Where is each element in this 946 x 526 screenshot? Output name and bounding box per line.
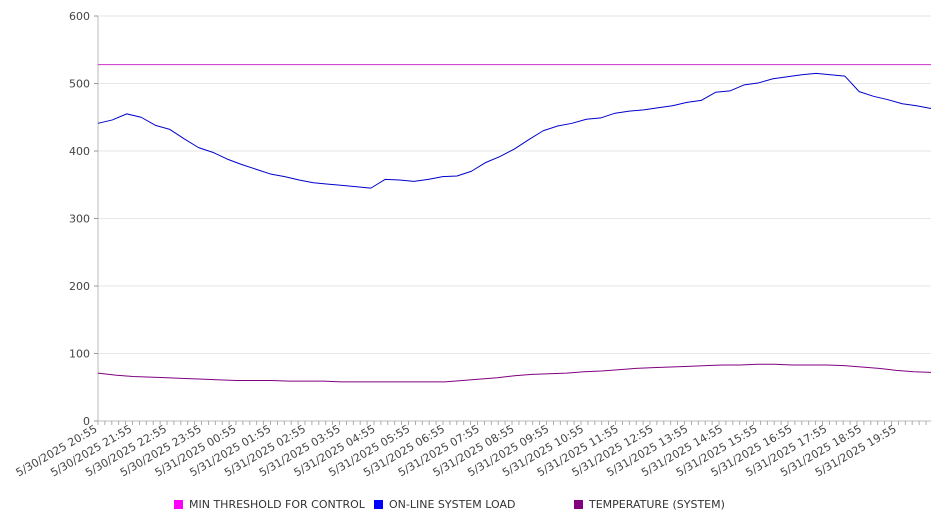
y-tick-label: 300: [69, 213, 90, 226]
y-tick-label: 500: [69, 78, 90, 91]
legend-label: TEMPERATURE (SYSTEM): [589, 498, 725, 511]
series-line-temperature-system: [97, 363, 932, 383]
legend: MIN THRESHOLD FOR CONTROL ON-LINE SYSTEM…: [0, 498, 946, 516]
legend-swatch: [574, 500, 583, 509]
y-axis-ticks: 0 100 200 300 400 500 600: [69, 10, 98, 428]
legend-label: MIN THRESHOLD FOR CONTROL: [189, 498, 365, 511]
series-lines: [97, 64, 932, 383]
legend-item-min-threshold[interactable]: MIN THRESHOLD FOR CONTROL: [174, 498, 365, 511]
y-tick-label: 600: [69, 10, 90, 23]
legend-swatch: [374, 500, 383, 509]
legend-item-online-system-load[interactable]: ON-LINE SYSTEM LOAD: [374, 498, 515, 511]
series-line-on-line-system-load: [97, 72, 932, 189]
y-tick-label: 100: [69, 348, 90, 361]
legend-swatch: [174, 500, 183, 509]
legend-label: ON-LINE SYSTEM LOAD: [389, 498, 516, 511]
legend-item-temperature[interactable]: TEMPERATURE (SYSTEM): [574, 498, 725, 511]
y-tick-label: 400: [69, 145, 90, 158]
y-tick-label: 0: [83, 415, 90, 428]
grid-lines: [98, 15, 931, 354]
y-tick-label: 200: [69, 280, 90, 293]
x-axis-ticks: 5/30/2025 20:555/30/2025 21:555/30/2025 …: [14, 421, 927, 479]
